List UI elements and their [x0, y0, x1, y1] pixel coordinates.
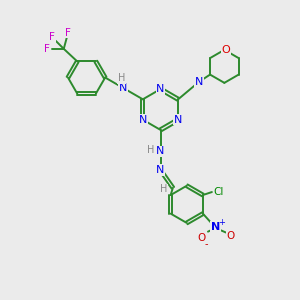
Text: Cl: Cl — [213, 187, 224, 197]
Text: H: H — [118, 74, 125, 83]
Text: N: N — [195, 77, 203, 87]
Text: +: + — [219, 218, 226, 227]
Text: -: - — [205, 239, 208, 249]
Text: H: H — [160, 184, 167, 194]
Text: H: H — [147, 145, 155, 155]
Text: N: N — [211, 222, 220, 232]
Text: F: F — [65, 28, 71, 38]
Text: O: O — [198, 232, 206, 243]
Text: F: F — [44, 44, 50, 54]
Text: N: N — [174, 115, 182, 125]
Text: N: N — [156, 165, 165, 175]
Text: O: O — [226, 230, 235, 241]
Text: F: F — [49, 32, 55, 42]
Text: N: N — [156, 146, 165, 157]
Text: N: N — [139, 115, 147, 125]
Text: N: N — [156, 84, 165, 94]
Text: N: N — [119, 83, 128, 93]
Text: O: O — [221, 45, 230, 55]
